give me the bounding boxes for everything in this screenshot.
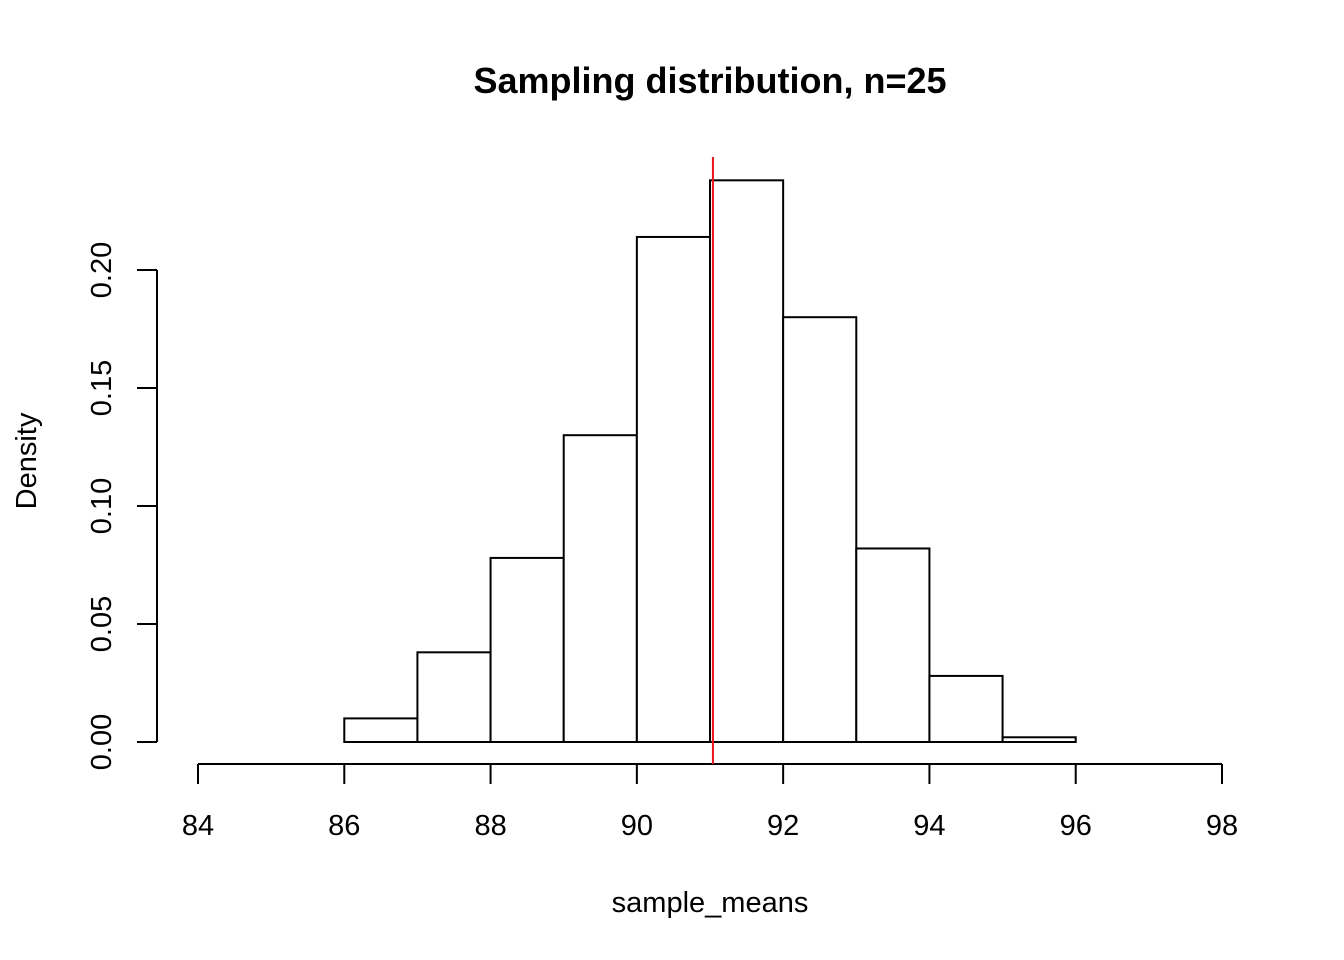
y-tick-label: 0.10 <box>86 478 118 534</box>
histogram-bar <box>635 235 711 744</box>
y-tick-label: 0.20 <box>86 242 118 298</box>
x-tick-label: 92 <box>767 810 799 842</box>
x-tick-label: 98 <box>1206 810 1238 842</box>
histogram-bar <box>416 651 492 744</box>
histogram-bar <box>928 674 1004 743</box>
histogram-bar <box>782 316 858 743</box>
histogram-bar <box>1001 736 1077 744</box>
y-axis-label: Density <box>11 412 43 509</box>
x-tick-label: 84 <box>182 810 214 842</box>
x-axis-label: sample_means <box>612 887 809 919</box>
histogram-bar <box>855 547 931 743</box>
histogram-bar <box>562 434 638 743</box>
x-tick-label: 96 <box>1060 810 1092 842</box>
y-axis: 0.00 0.05 0.10 0.15 0.20 <box>86 242 158 770</box>
x-tick-label: 88 <box>474 810 506 842</box>
histogram-bar <box>709 179 785 743</box>
x-tick-label: 86 <box>328 810 360 842</box>
y-tick-label: 0.15 <box>86 360 118 416</box>
y-tick-label: 0.05 <box>86 596 118 652</box>
x-axis: 84 86 88 90 92 94 96 98 <box>182 763 1238 842</box>
histogram-bar <box>343 717 419 744</box>
histogram-bar <box>489 556 565 743</box>
x-tick-label: 94 <box>913 810 945 842</box>
x-tick-label: 90 <box>621 810 653 842</box>
y-tick-label: 0.00 <box>86 714 118 770</box>
chart-title: Sampling distribution, n=25 <box>473 60 946 101</box>
bars-group <box>343 179 1077 744</box>
